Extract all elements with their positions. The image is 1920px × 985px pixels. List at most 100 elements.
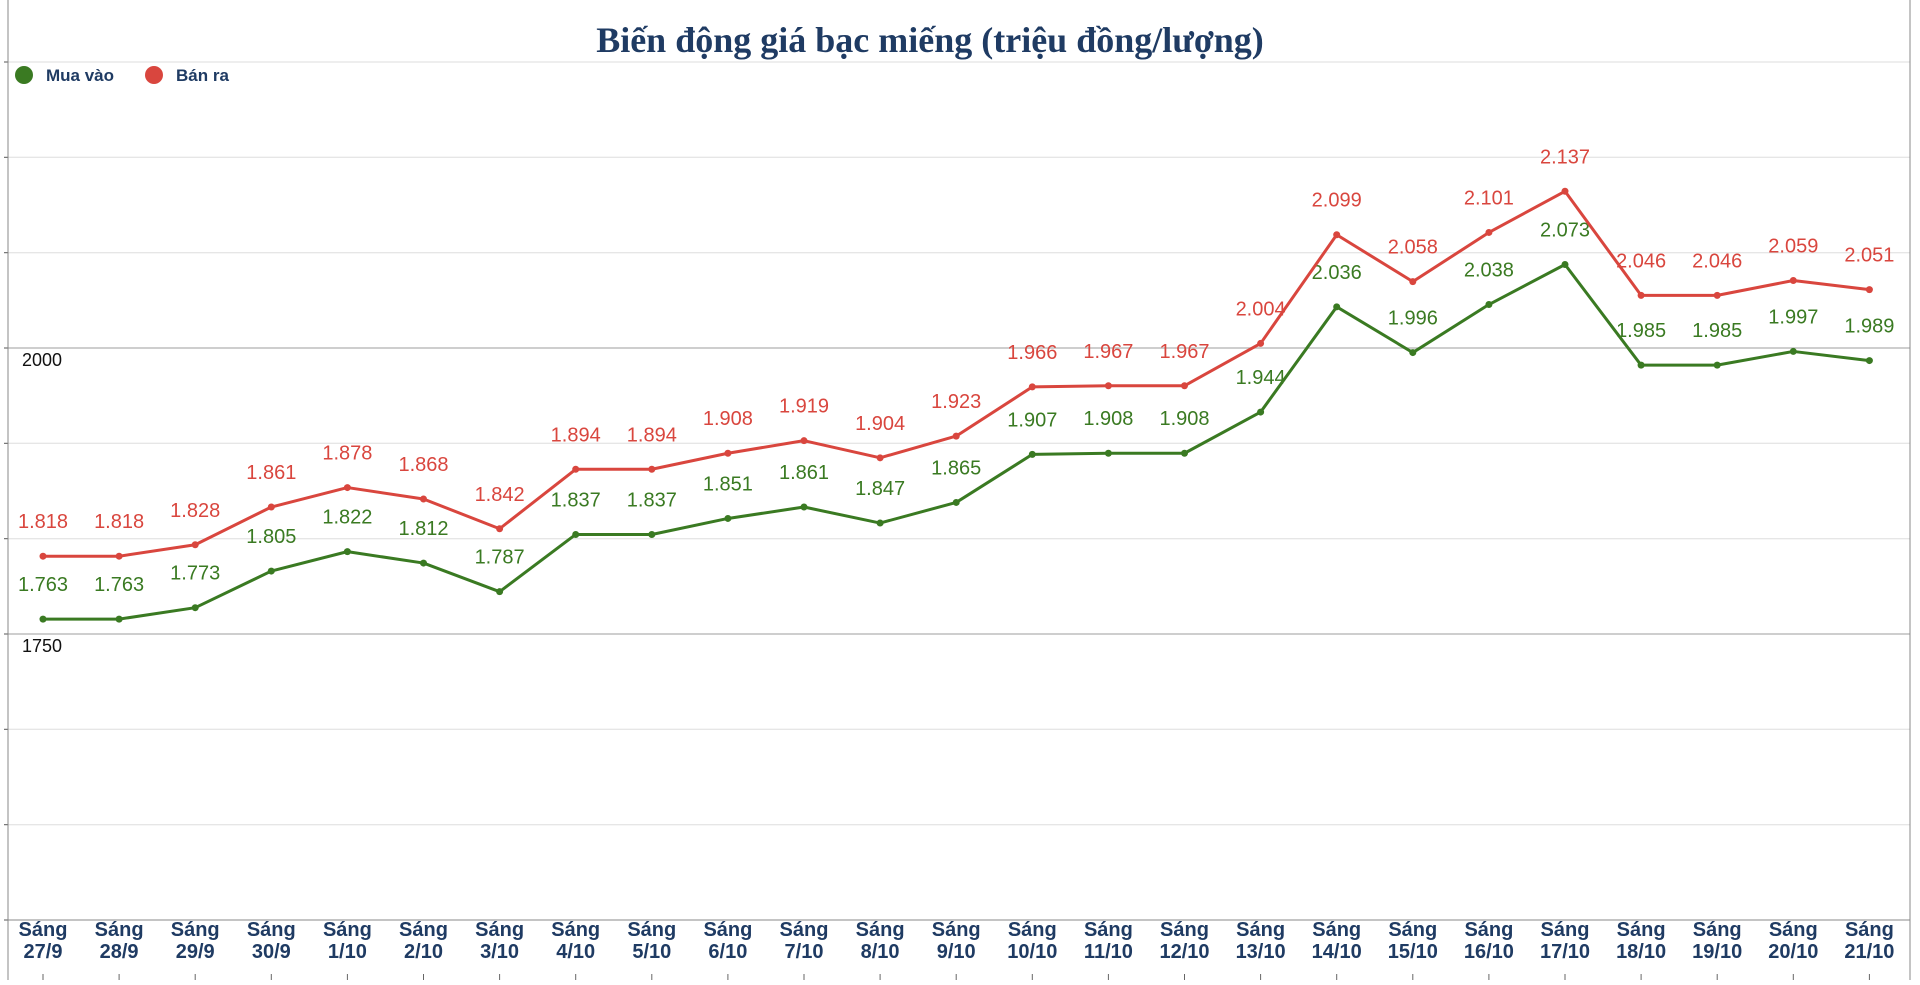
x-tick-label: Sáng 21/10 [1844,919,1894,963]
data-point [1561,260,1569,268]
y-tick-label: 1750 [22,636,62,656]
data-point [1333,231,1341,239]
data-point [1865,286,1873,294]
data-label: 2.137 [1540,146,1590,168]
data-label: 1.861 [246,462,296,484]
x-tick-label: Sáng 7/10 [780,919,829,963]
data-point [1104,382,1112,390]
data-point [1485,228,1493,236]
data-point [952,432,960,440]
axes [7,0,1911,980]
data-label: 1.837 [627,489,677,511]
data-label: 1.919 [779,396,829,418]
data-label: 2.046 [1616,250,1666,272]
gridlines [4,61,1910,921]
data-label: 1.822 [322,507,372,529]
x-tick-label: Sáng 11/10 [1084,919,1133,963]
legend: Mua vào Bán ra [15,66,229,85]
data-label: 1.818 [18,511,68,533]
data-label: 2.051 [1844,245,1894,267]
data-label: 1.861 [779,462,829,484]
data-label: 1.837 [551,489,601,511]
data-label: 1.851 [703,473,753,495]
x-tick-label: Sáng 29/9 [171,919,220,963]
data-label: 1.763 [18,574,68,596]
data-label: 2.036 [1312,262,1362,284]
data-point [191,604,199,612]
data-point [191,541,199,549]
data-point [724,514,732,522]
data-label: 1.907 [1007,409,1057,431]
data-point [800,503,808,511]
data-label: 1.967 [1159,341,1209,363]
data-label: 2.059 [1768,236,1818,258]
data-point [1333,303,1341,311]
data-label: 1.787 [475,547,525,569]
x-tick-label: Sáng 3/10 [475,919,524,963]
legend-marker [15,66,33,84]
data-point [1257,408,1265,416]
data-point [1713,291,1721,299]
x-tick-label: Sáng 9/10 [932,919,981,963]
data-label: 1.842 [475,484,525,506]
data-label: 1.894 [627,424,677,446]
data-point [420,559,427,567]
data-point [39,615,47,623]
legend-label: Mua vào [46,66,114,85]
x-tick-label: Sáng 8/10 [856,919,905,963]
x-tick-label: Sáng 15/10 [1388,919,1438,963]
data-label: 1.944 [1236,367,1286,389]
data-label: 1.868 [398,454,448,476]
data-point [1257,339,1265,347]
data-point [1713,361,1721,369]
data-label: 2.058 [1388,237,1438,259]
x-tick-label: Sáng 28/9 [95,919,144,963]
data-label: 2.004 [1236,298,1286,320]
data-label: 1.989 [1844,316,1894,338]
data-point [1028,383,1036,391]
data-point [724,449,732,457]
data-label: 2.101 [1464,187,1514,209]
data-label: 2.046 [1692,250,1742,272]
data-point [1789,277,1797,285]
x-tick-label: Sáng 2/10 [399,919,448,963]
x-tick-label: Sáng 30/9 [247,919,296,963]
data-point [1865,357,1873,365]
data-label: 1.812 [398,518,448,540]
chart-title: Biến động giá bạc miếng (triệu đồng/lượn… [596,20,1264,60]
data-point [800,437,808,445]
data-point [648,465,656,473]
data-label: 1.805 [246,526,296,548]
data-label: 2.038 [1464,260,1514,282]
data-point [267,567,275,575]
x-tick-label: Sáng 10/10 [1007,919,1057,963]
data-point [115,552,123,560]
data-point [267,503,275,511]
data-point [1637,361,1645,369]
data-label: 1.763 [94,574,144,596]
data-label: 1.966 [1007,342,1057,364]
data-label: 2.073 [1540,219,1590,241]
x-tick-label: Sáng 27/9 [19,919,68,963]
series-group: 1.763 1.763 1.773 1.805 1.822 1.812 1.787 1.837… [18,146,1894,623]
data-label: 1.818 [94,511,144,533]
data-point [876,454,884,462]
x-tick-label: Sáng 16/10 [1464,919,1514,963]
x-tick-label: Sáng 1/10 [323,919,372,963]
data-label: 1.847 [855,478,905,500]
y-axis-ticks: 2000 1750 [22,350,62,656]
data-point [1181,449,1188,457]
series-mua-vao: 1.763 1.763 1.773 1.805 1.822 1.812 1.787 1.837… [18,219,1894,623]
data-point [39,552,47,560]
x-tick-label: Sáng 19/10 [1692,919,1742,963]
data-point [115,615,123,623]
data-label: 1.967 [1083,341,1133,363]
data-point [1028,450,1036,458]
x-tick-label: Sáng 5/10 [627,919,676,963]
data-label: 1.908 [703,408,753,430]
data-label: 1.865 [931,457,981,479]
data-label: 1.908 [1083,408,1133,430]
data-label: 1.894 [551,424,601,446]
